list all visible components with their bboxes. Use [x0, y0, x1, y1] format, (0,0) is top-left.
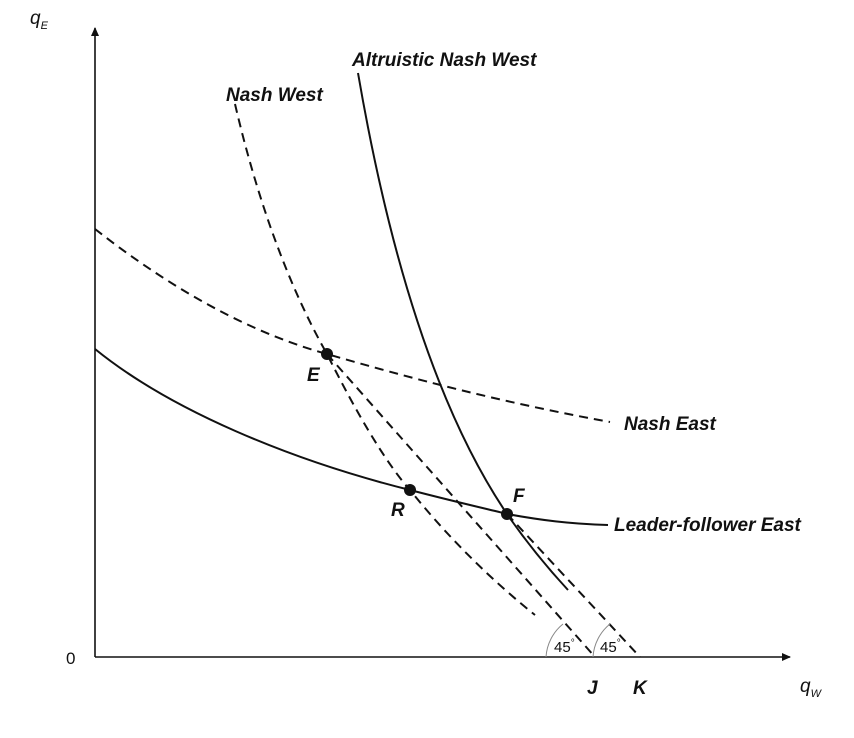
point-f	[501, 508, 513, 520]
point-r	[404, 484, 416, 496]
point-j-label: J	[587, 678, 598, 699]
point-k-label: K	[633, 678, 648, 699]
nash-east-curve	[94, 228, 611, 423]
altruistic-nash-west-curve	[357, 72, 569, 591]
nash-east-label: Nash East	[624, 414, 717, 435]
x-axis-label: qW	[800, 676, 823, 700]
iso-line-f-to-k	[506, 513, 641, 658]
angle-arc-j	[545, 623, 564, 658]
angle-arc-k	[592, 623, 611, 658]
angle-label-k: 45°	[600, 638, 621, 656]
point-f-label: F	[513, 486, 526, 507]
point-e-label: E	[307, 365, 321, 386]
nash-west-label: Nash West	[226, 85, 323, 106]
point-e	[321, 348, 333, 360]
angle-label-j: 45°	[554, 638, 575, 656]
altruistic-nash-west-label: Altruistic Nash West	[351, 50, 537, 71]
leader-follower-east-curve	[94, 348, 609, 526]
point-r-label: R	[391, 500, 405, 521]
nash-west-curve	[234, 103, 536, 616]
y-axis-label: qE	[30, 8, 49, 32]
iso-line-r-to-j	[326, 353, 596, 658]
leader-follower-east-label: Leader-follower East	[614, 515, 802, 536]
origin-label: 0	[66, 649, 75, 668]
